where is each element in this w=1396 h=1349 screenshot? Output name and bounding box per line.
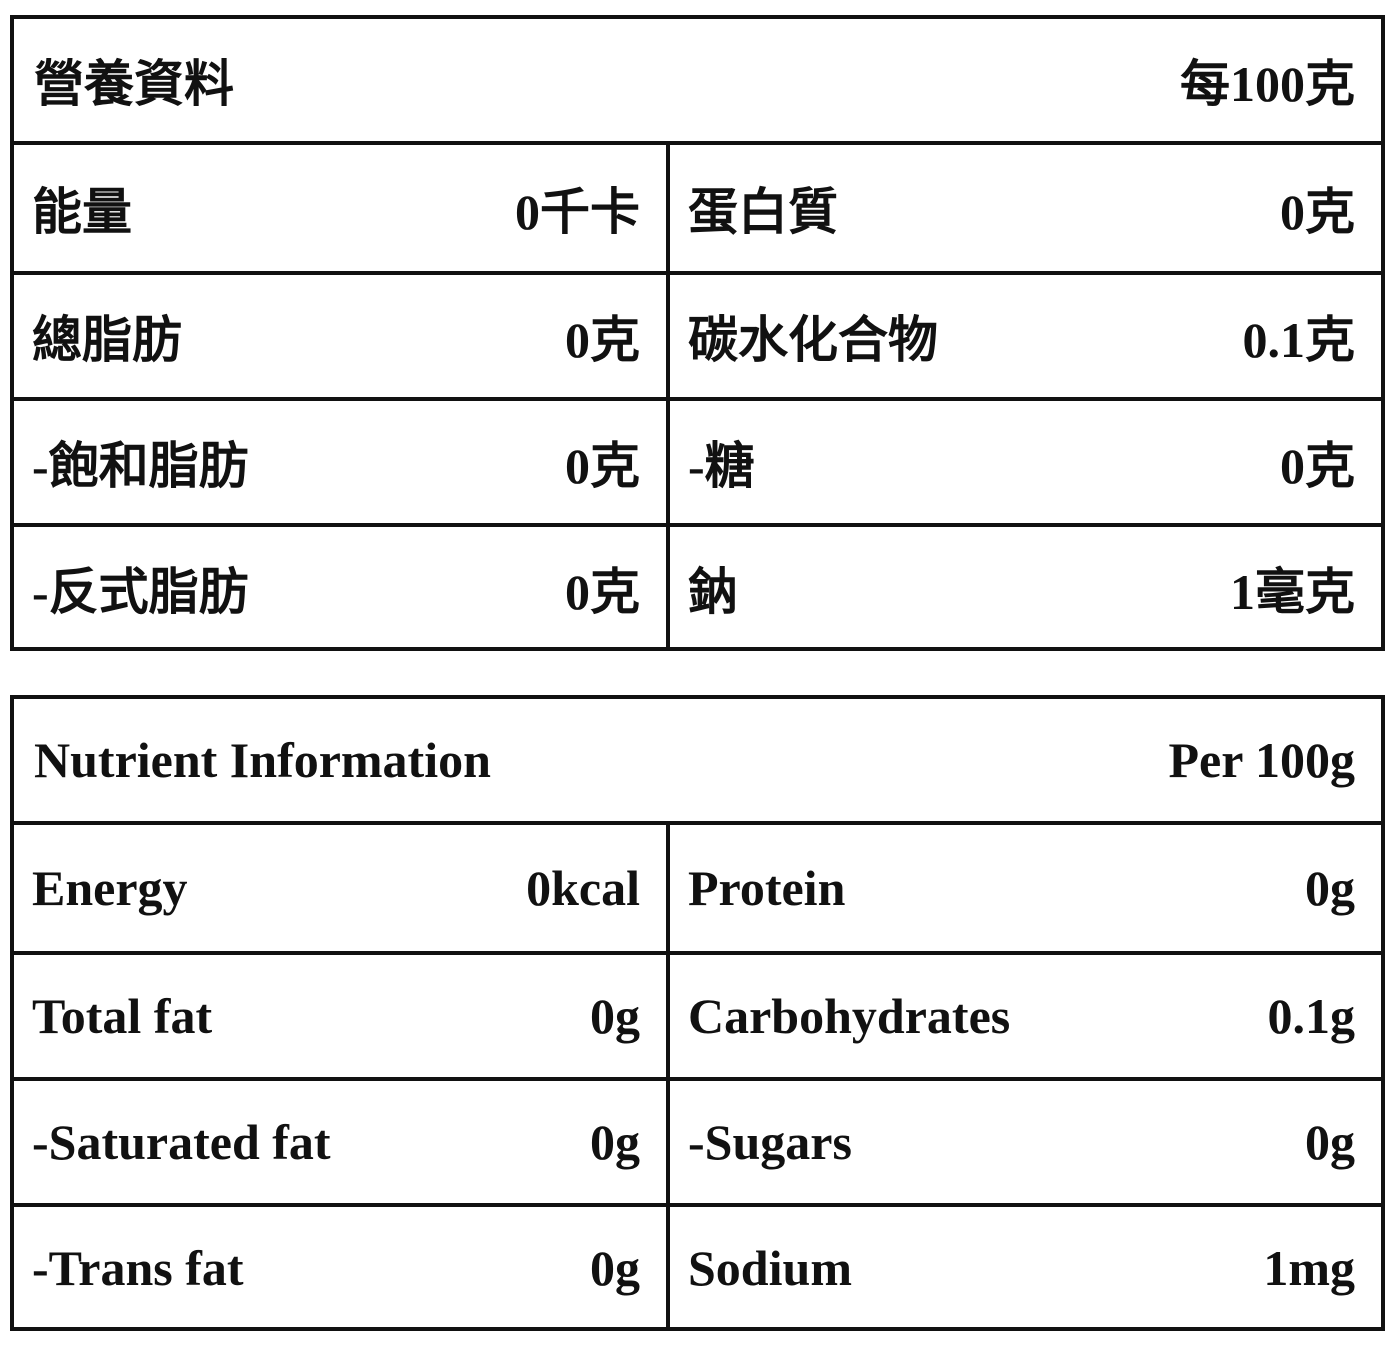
per-amount: Per 100g xyxy=(1168,732,1355,788)
nutrient-name: -糖 xyxy=(688,438,755,494)
cell-pair: 總脂肪 0克 xyxy=(14,275,670,397)
cell-pair: -Trans fat 0g xyxy=(14,1207,670,1329)
nutrient-value: 0g xyxy=(1305,860,1355,916)
nutrient-value: 0g xyxy=(1305,1114,1355,1170)
table-row: Total fat 0g Carbohydrates 0.1g xyxy=(14,951,1381,1077)
nutrient-name: Sodium xyxy=(688,1240,852,1296)
cell-pair: Energy 0kcal xyxy=(14,825,670,951)
cell-pair: -反式脂肪 0克 xyxy=(14,527,670,649)
nutrient-value: 0千卡 xyxy=(515,184,640,240)
cell-pair: Carbohydrates 0.1g xyxy=(670,955,1381,1077)
nutrient-value: 0g xyxy=(590,1114,640,1170)
table-title: Nutrient Information xyxy=(34,732,491,788)
nutrient-name: 蛋白質 xyxy=(688,184,838,240)
nutrient-name: 總脂肪 xyxy=(32,312,182,368)
nutrition-table: 營養資料 每100克 能量 0千卡 蛋白質 0克 總脂肪 0克 碳水化合物 0.1克 -飽和脂肪 0克… xyxy=(10,15,1385,651)
nutrient-name: Energy xyxy=(32,860,188,916)
per-amount: 每100克 xyxy=(1180,56,1355,112)
table-row: 能量 0千卡 蛋白質 0克 xyxy=(14,145,1381,271)
cell-pair: -糖 0克 xyxy=(670,401,1381,523)
nutrient-name: Protein xyxy=(688,860,846,916)
cell-pair: Total fat 0g xyxy=(14,955,670,1077)
nutrient-name: -Sugars xyxy=(688,1114,852,1170)
table-row: Energy 0kcal Protein 0g xyxy=(14,825,1381,951)
nutrient-value: 0g xyxy=(590,1240,640,1296)
nutrient-value: 0.1克 xyxy=(1242,312,1356,368)
table-row: 總脂肪 0克 碳水化合物 0.1克 xyxy=(14,271,1381,397)
nutrient-name: -飽和脂肪 xyxy=(32,438,249,494)
nutrient-value: 1毫克 xyxy=(1230,564,1355,620)
cell-pair: 鈉 1毫克 xyxy=(670,527,1381,649)
table-title: 營養資料 xyxy=(34,56,234,112)
nutrient-value: 0kcal xyxy=(526,860,640,916)
cell-pair: 碳水化合物 0.1克 xyxy=(670,275,1381,397)
cell-pair: Sodium 1mg xyxy=(670,1207,1381,1329)
table-row: -Saturated fat 0g -Sugars 0g xyxy=(14,1077,1381,1203)
cell-pair: -飽和脂肪 0克 xyxy=(14,401,670,523)
nutrient-value: 0克 xyxy=(565,438,640,494)
cell-pair: 蛋白質 0克 xyxy=(670,145,1381,271)
table-header: 營養資料 每100克 xyxy=(14,19,1381,145)
nutrition-table: Nutrient Information Per 100g Energy 0kcal P… xyxy=(10,695,1385,1331)
nutrient-name: -反式脂肪 xyxy=(32,564,249,620)
nutrient-name: Total fat xyxy=(32,988,213,1044)
nutrient-name: -Saturated fat xyxy=(32,1114,331,1170)
nutrient-name: 鈉 xyxy=(688,564,738,620)
nutrient-name: 碳水化合物 xyxy=(688,312,938,368)
cell-pair: Protein 0g xyxy=(670,825,1381,951)
nutrient-value: 0克 xyxy=(565,564,640,620)
nutrient-name: 能量 xyxy=(32,184,132,240)
table-header: Nutrient Information Per 100g xyxy=(14,699,1381,825)
table-row: -反式脂肪 0克鈉 1毫克 xyxy=(14,523,1381,649)
table-row: -Trans fat 0g Sodium 1mg xyxy=(14,1203,1381,1329)
cell-pair: -Saturated fat 0g xyxy=(14,1081,670,1203)
nutrient-name: Carbohydrates xyxy=(688,988,1011,1044)
nutrient-value: 0克 xyxy=(565,312,640,368)
cell-pair: 能量 0千卡 xyxy=(14,145,670,271)
nutrient-value: 0.1g xyxy=(1267,988,1356,1044)
nutrient-name: -Trans fat xyxy=(32,1240,244,1296)
nutrient-value: 1mg xyxy=(1263,1240,1355,1296)
table-row: -飽和脂肪 0克 -糖 0克 xyxy=(14,397,1381,523)
nutrient-value: 0克 xyxy=(1280,184,1355,240)
nutrient-value: 0g xyxy=(590,988,640,1044)
cell-pair: -Sugars 0g xyxy=(670,1081,1381,1203)
nutrient-value: 0克 xyxy=(1280,438,1355,494)
